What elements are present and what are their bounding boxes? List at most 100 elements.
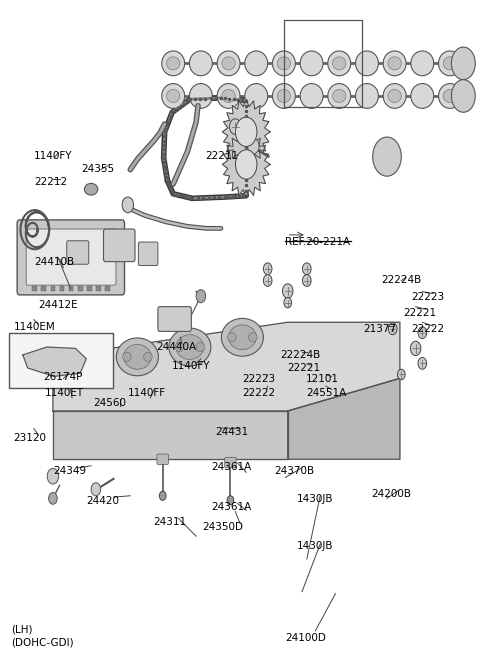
Ellipse shape: [222, 57, 235, 70]
Text: 22221: 22221: [288, 364, 321, 373]
Text: 26174P: 26174P: [43, 372, 83, 382]
Text: 24361A: 24361A: [211, 462, 252, 472]
Bar: [105, 286, 110, 291]
Ellipse shape: [383, 84, 406, 108]
Text: 1140ET: 1140ET: [45, 388, 84, 398]
Text: 22224B: 22224B: [281, 350, 321, 360]
Circle shape: [229, 119, 241, 134]
Text: 24200B: 24200B: [371, 489, 411, 499]
Bar: [41, 286, 46, 291]
Ellipse shape: [333, 90, 346, 102]
Polygon shape: [53, 411, 288, 459]
Ellipse shape: [388, 90, 401, 102]
Text: 22224B: 22224B: [381, 275, 421, 286]
Ellipse shape: [144, 352, 152, 362]
Polygon shape: [23, 347, 86, 377]
Ellipse shape: [70, 362, 79, 371]
Text: (LH): (LH): [11, 624, 33, 634]
Ellipse shape: [116, 338, 158, 376]
Ellipse shape: [328, 51, 351, 76]
Polygon shape: [222, 99, 270, 164]
Ellipse shape: [439, 51, 461, 76]
Bar: [60, 286, 64, 291]
Circle shape: [302, 274, 311, 286]
Ellipse shape: [273, 84, 295, 108]
Ellipse shape: [228, 325, 256, 350]
Text: 24412E: 24412E: [38, 300, 78, 310]
Circle shape: [388, 323, 397, 335]
Ellipse shape: [444, 90, 456, 102]
Text: 24349: 24349: [53, 466, 86, 476]
Ellipse shape: [383, 51, 406, 76]
Text: 24311: 24311: [153, 517, 186, 527]
FancyBboxPatch shape: [138, 242, 158, 265]
Ellipse shape: [356, 84, 378, 108]
Bar: [87, 286, 92, 291]
Text: 22221: 22221: [403, 308, 436, 318]
Ellipse shape: [190, 51, 212, 76]
Ellipse shape: [217, 84, 240, 108]
Circle shape: [284, 297, 291, 308]
Ellipse shape: [71, 354, 99, 379]
Text: 22223: 22223: [411, 291, 444, 302]
Ellipse shape: [64, 348, 106, 386]
Ellipse shape: [333, 57, 346, 70]
Ellipse shape: [221, 318, 264, 356]
Ellipse shape: [277, 90, 290, 102]
Ellipse shape: [176, 335, 204, 360]
Ellipse shape: [300, 51, 323, 76]
Text: 24440A: 24440A: [156, 342, 197, 352]
Ellipse shape: [162, 51, 185, 76]
Ellipse shape: [122, 352, 131, 362]
Circle shape: [48, 493, 57, 504]
Ellipse shape: [217, 51, 240, 76]
Circle shape: [264, 274, 272, 286]
Polygon shape: [222, 132, 270, 197]
Text: 24100D: 24100D: [285, 633, 326, 643]
Circle shape: [451, 47, 475, 80]
Text: 24551A: 24551A: [306, 388, 346, 398]
Text: 24361A: 24361A: [211, 502, 252, 512]
Ellipse shape: [444, 57, 456, 70]
Circle shape: [418, 327, 427, 339]
Text: 1140FF: 1140FF: [128, 388, 166, 398]
Text: 24410B: 24410B: [34, 257, 74, 267]
Text: 24355: 24355: [82, 164, 115, 174]
Ellipse shape: [273, 51, 295, 76]
Ellipse shape: [190, 84, 212, 108]
Text: 1430JB: 1430JB: [297, 494, 334, 504]
Ellipse shape: [411, 84, 434, 108]
FancyBboxPatch shape: [225, 457, 236, 468]
Circle shape: [418, 358, 427, 369]
Ellipse shape: [169, 328, 211, 366]
Ellipse shape: [167, 57, 180, 70]
Circle shape: [451, 80, 475, 112]
Circle shape: [302, 263, 311, 274]
Text: (DOHC-GDI): (DOHC-GDI): [11, 637, 73, 647]
Ellipse shape: [439, 84, 461, 108]
FancyBboxPatch shape: [158, 307, 192, 331]
Polygon shape: [53, 322, 400, 411]
Ellipse shape: [162, 84, 185, 108]
Bar: [69, 286, 73, 291]
Ellipse shape: [249, 333, 257, 342]
Circle shape: [410, 341, 421, 356]
Circle shape: [47, 468, 59, 484]
Ellipse shape: [300, 84, 323, 108]
Text: 12101: 12101: [306, 375, 339, 384]
Text: 1140FY: 1140FY: [172, 362, 211, 371]
Circle shape: [372, 137, 401, 176]
Circle shape: [227, 496, 234, 505]
Polygon shape: [288, 379, 400, 459]
Bar: [78, 286, 83, 291]
Text: 22211: 22211: [205, 151, 239, 161]
Text: 23120: 23120: [13, 433, 46, 443]
Text: 22223: 22223: [242, 375, 276, 384]
Text: 22222: 22222: [242, 388, 276, 398]
Circle shape: [122, 197, 133, 213]
Text: 21377: 21377: [363, 324, 396, 334]
Text: 24350D: 24350D: [202, 522, 243, 532]
Ellipse shape: [356, 51, 378, 76]
FancyBboxPatch shape: [104, 229, 135, 261]
FancyBboxPatch shape: [17, 220, 124, 295]
